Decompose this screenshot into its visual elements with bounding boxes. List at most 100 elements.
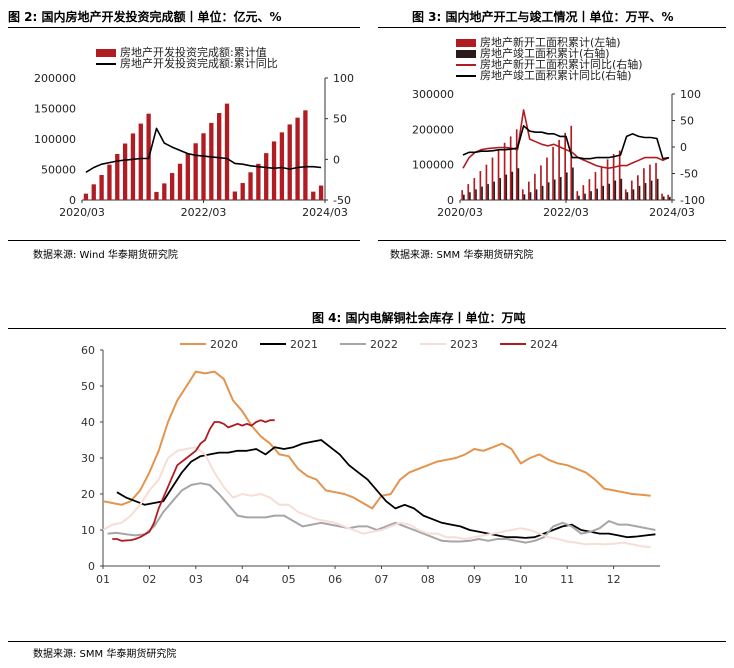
fig2-bar — [177, 163, 183, 200]
fig3-bar — [576, 191, 579, 200]
fig2-bar — [122, 143, 128, 200]
fig2-y-right-tick-label: 50 — [333, 113, 347, 126]
fig3-bar — [534, 173, 536, 200]
fig2-bar — [256, 163, 261, 200]
fig2-y-left-tick-label: 0 — [69, 194, 76, 207]
fig3-y-right-tick-label: 50 — [680, 115, 694, 128]
fig3-bar — [479, 171, 482, 200]
fig3-bar — [624, 189, 627, 200]
fig2-x-tick-label: 2024/03 — [302, 206, 348, 219]
fig2-bar — [279, 132, 285, 200]
fig2-legend-label: 房地产开发投资完成额:累计同比 — [120, 56, 278, 70]
fig4-line-2024 — [112, 419, 275, 542]
fig3-bar — [608, 183, 611, 200]
fig3-legend-label: 房地产新开工面积累计同比(右轴) — [480, 57, 643, 71]
fig4-legend-label: 2024 — [530, 338, 558, 351]
fig3-chart: 0 100000 200000 300000 -100 -50 0 50 100 2020/03 2… — [412, 35, 705, 219]
fig4-title: 图 4: 国内电解铜社会库存丨单位：万吨 — [312, 311, 526, 325]
fig3-bar — [529, 192, 532, 200]
fig3-bar — [511, 171, 514, 200]
fig2-bar — [248, 172, 253, 200]
fig4-y-tick-label: 60 — [81, 344, 95, 357]
fig3-bar — [521, 189, 524, 200]
fig2-legend-swatch — [96, 49, 116, 57]
fig2-bar — [154, 191, 159, 200]
fig4-legend-label: 2020 — [210, 338, 238, 351]
fig3-bar — [469, 192, 471, 200]
fig3-bar — [467, 184, 470, 200]
fig2-bar — [115, 154, 120, 200]
fig4-x-tick-label: 08 — [421, 573, 435, 586]
fig4-y-tick-label: 30 — [81, 452, 95, 465]
fig4-y-tick-label: 40 — [81, 416, 95, 429]
fig3-bar — [644, 183, 647, 200]
fig2-bar — [107, 164, 112, 200]
fig2-y-right-tick-label: -50 — [333, 194, 351, 207]
fig3-bar — [618, 150, 621, 200]
fig3-bar — [626, 192, 629, 200]
fig4-source: 数据来源: SMM 华泰期货研究院 — [33, 649, 177, 660]
fig3-bar — [661, 193, 663, 200]
fig3-bar — [594, 172, 597, 200]
fig2-x-tick-label: 2020/03 — [59, 206, 105, 219]
fig4-y-tick-label: 0 — [88, 560, 95, 573]
fig3-line-series — [462, 125, 670, 160]
fig3-title: 图 3: 国内地产开工与竣工情况丨单位：万平、% — [412, 10, 674, 24]
fig3-x-tick-label: 2024/03 — [649, 206, 695, 219]
fig3-bar — [541, 185, 544, 200]
fig2-line-series — [85, 127, 322, 173]
fig3-y-left-tick-label: 300000 — [412, 88, 454, 101]
fig3-bar — [590, 191, 592, 200]
fig4-x-tick-label: 10 — [514, 573, 528, 586]
fig3-bar — [475, 189, 477, 200]
fig2-bar — [240, 183, 245, 200]
fig3-bar — [667, 194, 669, 200]
fig3-title-rule — [378, 27, 726, 28]
fig3-bar — [461, 190, 464, 200]
fig3-bar — [588, 179, 591, 200]
fig3-bar — [668, 196, 671, 200]
fig3-bar — [656, 178, 659, 200]
fig2-y-left-tick-label: 150000 — [34, 103, 76, 116]
fig3-bar — [493, 181, 495, 200]
fig3-legend-swatch — [456, 50, 476, 58]
fig4-line-2021 — [116, 439, 656, 539]
fig3-y-right-tick-label: -50 — [680, 168, 698, 181]
fig4-x-tick-label: 05 — [282, 573, 296, 586]
fig3-bar — [547, 182, 550, 200]
fig3-bar — [637, 175, 639, 200]
fig4-legend-label: 2021 — [290, 338, 318, 351]
fig2-bar — [83, 193, 89, 200]
fig3-bar — [503, 142, 506, 200]
fig3-bar — [546, 157, 548, 200]
fig2-bar — [311, 191, 316, 200]
fig2-bar — [209, 122, 214, 200]
fig2-title: 图 2: 国内房地产开发投资完成额丨单位：亿元、% — [8, 10, 282, 24]
fig2-bar — [193, 143, 198, 200]
fig3-y-right-tick-label: 100 — [680, 88, 701, 101]
fig2-bar — [201, 133, 206, 200]
fig3-legend-label: 房地产竣工面积累计(右轴) — [480, 46, 610, 60]
fig3-bar — [515, 129, 518, 200]
fig4-line-2022 — [107, 482, 656, 544]
fig3-bar — [499, 178, 502, 200]
fig4-y-tick-label: 20 — [81, 488, 95, 501]
fig3-y-left-tick-label: 200000 — [412, 123, 454, 136]
fig2-bar — [303, 110, 308, 200]
fig3-source-rule — [378, 240, 726, 241]
fig4-x-tick-label: 03 — [189, 573, 203, 586]
fig3-bar — [649, 164, 651, 200]
fig4-x-tick-label: 02 — [142, 573, 156, 586]
fig4-x-tick-label: 11 — [560, 573, 574, 586]
fig4-chart: 0 10 20 30 40 50 60 01 02 03 04 05 06 07 08 09 10 11 12 202… — [81, 338, 660, 586]
fig3-x-tick-label: 2020/03 — [437, 206, 483, 219]
fig3-x-tick-label: 2022/03 — [543, 206, 589, 219]
fig3-source: 数据来源: SMM 华泰期货研究院 — [390, 250, 534, 261]
fig3-bar — [473, 178, 476, 200]
fig3-bar — [552, 147, 554, 200]
fig2-bar — [232, 191, 238, 200]
fig4-title-rule — [8, 328, 726, 329]
fig2-title-rule — [8, 27, 360, 28]
fig3-bar — [527, 181, 530, 200]
fig3-y-right-tick-label: 0 — [680, 141, 687, 154]
